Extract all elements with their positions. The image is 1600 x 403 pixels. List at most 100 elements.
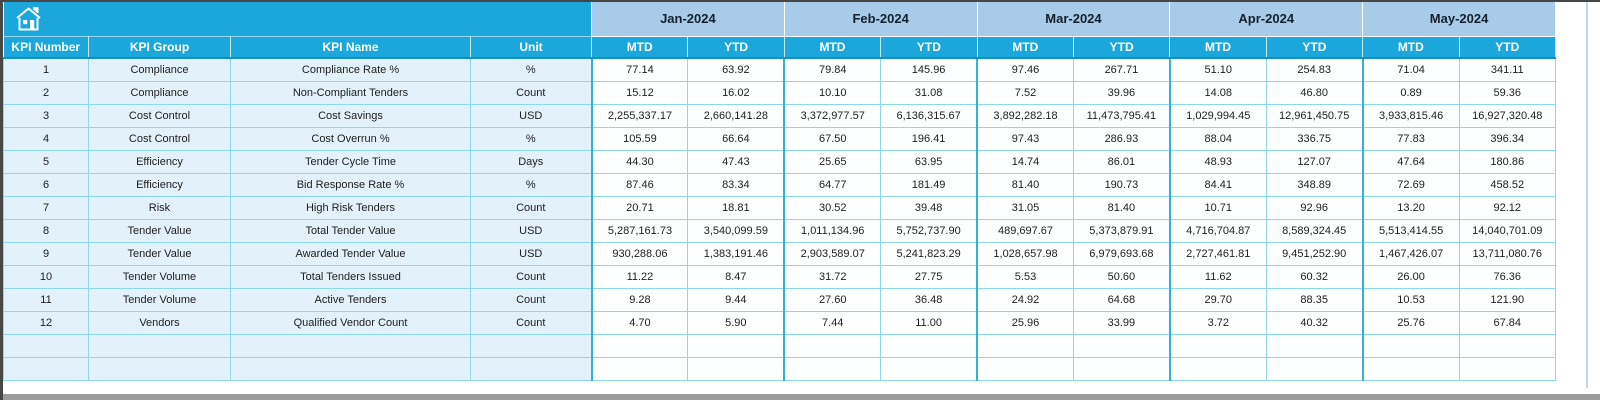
empty-cell[interactable] bbox=[590, 333, 689, 358]
cell-unit[interactable]: USD bbox=[470, 241, 592, 266]
col-header-kpi-number[interactable]: KPI Number bbox=[3, 36, 89, 59]
cell-may-2024-mtd[interactable]: 77.83 bbox=[1361, 126, 1460, 151]
cell-kpi-number[interactable]: 2 bbox=[3, 80, 89, 105]
cell-feb-2024-mtd[interactable]: 79.84 bbox=[783, 57, 882, 82]
cell-apr-2024-mtd[interactable]: 4,716,704.87 bbox=[1168, 218, 1267, 243]
col-header-mar-2024-mtd[interactable]: MTD bbox=[976, 36, 1074, 59]
cell-kpi-name[interactable]: Active Tenders bbox=[230, 287, 471, 312]
col-header-unit[interactable]: Unit bbox=[470, 36, 592, 59]
cell-feb-2024-mtd[interactable]: 25.65 bbox=[783, 149, 882, 174]
cell-apr-2024-ytd[interactable]: 9,451,252.90 bbox=[1265, 241, 1364, 266]
cell-feb-2024-mtd[interactable]: 67.50 bbox=[783, 126, 882, 151]
cell-kpi-name[interactable]: Awarded Tender Value bbox=[230, 241, 471, 266]
cell-kpi-group[interactable]: Risk bbox=[88, 195, 231, 220]
cell-kpi-name[interactable]: Cost Overrun % bbox=[230, 126, 471, 151]
cell-unit[interactable]: Count bbox=[470, 264, 592, 289]
cell-apr-2024-ytd[interactable]: 348.89 bbox=[1265, 172, 1364, 197]
cell-apr-2024-mtd[interactable]: 1,029,994.45 bbox=[1168, 103, 1267, 128]
cell-jan-2024-mtd[interactable]: 5,287,161.73 bbox=[590, 218, 689, 243]
cell-may-2024-ytd[interactable]: 341.11 bbox=[1458, 57, 1557, 82]
cell-unit[interactable]: Days bbox=[470, 149, 592, 174]
col-header-jan-2024-ytd[interactable]: YTD bbox=[687, 36, 785, 59]
cell-apr-2024-mtd[interactable]: 3.72 bbox=[1168, 310, 1267, 335]
cell-jan-2024-ytd[interactable]: 63.92 bbox=[687, 57, 785, 82]
col-header-feb-2024-ytd[interactable]: YTD bbox=[880, 36, 978, 59]
cell-mar-2024-mtd[interactable]: 31.05 bbox=[976, 195, 1074, 220]
cell-unit[interactable]: Count bbox=[470, 287, 592, 312]
empty-cell[interactable] bbox=[1265, 333, 1364, 358]
cell-mar-2024-mtd[interactable]: 1,028,657.98 bbox=[976, 241, 1074, 266]
cell-may-2024-mtd[interactable]: 72.69 bbox=[1361, 172, 1460, 197]
cell-may-2024-ytd[interactable]: 396.34 bbox=[1458, 126, 1557, 151]
col-header-kpi-group[interactable]: KPI Group bbox=[88, 36, 231, 59]
cell-jan-2024-ytd[interactable]: 66.64 bbox=[687, 126, 785, 151]
cell-jan-2024-mtd[interactable]: 2,255,337.17 bbox=[590, 103, 689, 128]
cell-jan-2024-ytd[interactable]: 9.44 bbox=[687, 287, 785, 312]
cell-jan-2024-ytd[interactable]: 83.34 bbox=[687, 172, 785, 197]
cell-unit[interactable]: Count bbox=[470, 80, 592, 105]
month-header-apr-2024[interactable]: Apr-2024 bbox=[1169, 2, 1364, 37]
cell-mar-2024-ytd[interactable]: 267.71 bbox=[1072, 57, 1171, 82]
cell-jan-2024-mtd[interactable]: 44.30 bbox=[590, 149, 689, 174]
cell-kpi-number[interactable]: 6 bbox=[3, 172, 89, 197]
cell-may-2024-ytd[interactable]: 13,711,080.76 bbox=[1458, 241, 1557, 266]
cell-mar-2024-mtd[interactable]: 81.40 bbox=[976, 172, 1074, 197]
cell-may-2024-ytd[interactable]: 76.36 bbox=[1458, 264, 1557, 289]
cell-apr-2024-mtd[interactable]: 11.62 bbox=[1168, 264, 1267, 289]
cell-mar-2024-ytd[interactable]: 190.73 bbox=[1072, 172, 1171, 197]
cell-mar-2024-mtd[interactable]: 14.74 bbox=[976, 149, 1074, 174]
cell-unit[interactable]: USD bbox=[470, 218, 592, 243]
cell-apr-2024-ytd[interactable]: 88.35 bbox=[1265, 287, 1364, 312]
cell-jan-2024-mtd[interactable]: 11.22 bbox=[590, 264, 689, 289]
cell-jan-2024-mtd[interactable]: 87.46 bbox=[590, 172, 689, 197]
col-header-mar-2024-ytd[interactable]: YTD bbox=[1073, 36, 1171, 59]
cell-kpi-group[interactable]: Efficiency bbox=[88, 172, 231, 197]
cell-unit[interactable]: % bbox=[470, 172, 592, 197]
empty-cell[interactable] bbox=[470, 333, 592, 358]
empty-cell[interactable] bbox=[230, 333, 471, 358]
cell-may-2024-ytd[interactable]: 59.36 bbox=[1458, 80, 1557, 105]
month-header-feb-2024[interactable]: Feb-2024 bbox=[784, 2, 978, 37]
cell-feb-2024-mtd[interactable]: 10.10 bbox=[783, 80, 882, 105]
cell-jan-2024-ytd[interactable]: 3,540,099.59 bbox=[687, 218, 785, 243]
empty-cell[interactable] bbox=[1361, 356, 1460, 381]
empty-cell[interactable] bbox=[687, 333, 785, 358]
cell-may-2024-mtd[interactable]: 3,933,815.46 bbox=[1361, 103, 1460, 128]
cell-apr-2024-mtd[interactable]: 84.41 bbox=[1168, 172, 1267, 197]
empty-cell[interactable] bbox=[1458, 356, 1557, 381]
cell-feb-2024-ytd[interactable]: 63.95 bbox=[880, 149, 978, 174]
cell-kpi-number[interactable]: 3 bbox=[3, 103, 89, 128]
cell-jan-2024-mtd[interactable]: 77.14 bbox=[590, 57, 689, 82]
cell-feb-2024-ytd[interactable]: 5,241,823.29 bbox=[880, 241, 978, 266]
cell-jan-2024-ytd[interactable]: 2,660,141.28 bbox=[687, 103, 785, 128]
cell-kpi-number[interactable]: 11 bbox=[3, 287, 89, 312]
cell-kpi-name[interactable]: Compliance Rate % bbox=[230, 57, 471, 82]
cell-may-2024-mtd[interactable]: 10.53 bbox=[1361, 287, 1460, 312]
cell-feb-2024-mtd[interactable]: 7.44 bbox=[783, 310, 882, 335]
cell-apr-2024-ytd[interactable]: 60.32 bbox=[1265, 264, 1364, 289]
cell-jan-2024-mtd[interactable]: 20.71 bbox=[590, 195, 689, 220]
cell-feb-2024-ytd[interactable]: 196.41 bbox=[880, 126, 978, 151]
month-header-mar-2024[interactable]: Mar-2024 bbox=[977, 2, 1171, 37]
cell-jan-2024-mtd[interactable]: 930,288.06 bbox=[590, 241, 689, 266]
cell-kpi-name[interactable]: High Risk Tenders bbox=[230, 195, 471, 220]
cell-may-2024-ytd[interactable]: 92.12 bbox=[1458, 195, 1557, 220]
empty-cell[interactable] bbox=[976, 333, 1074, 358]
cell-feb-2024-mtd[interactable]: 31.72 bbox=[783, 264, 882, 289]
cell-feb-2024-ytd[interactable]: 27.75 bbox=[880, 264, 978, 289]
cell-apr-2024-mtd[interactable]: 51.10 bbox=[1168, 57, 1267, 82]
cell-mar-2024-ytd[interactable]: 33.99 bbox=[1072, 310, 1171, 335]
cell-kpi-group[interactable]: Cost Control bbox=[88, 126, 231, 151]
cell-apr-2024-mtd[interactable]: 14.08 bbox=[1168, 80, 1267, 105]
empty-cell[interactable] bbox=[976, 356, 1074, 381]
col-header-jan-2024-mtd[interactable]: MTD bbox=[590, 36, 689, 59]
cell-kpi-name[interactable]: Non-Compliant Tenders bbox=[230, 80, 471, 105]
empty-cell[interactable] bbox=[1072, 333, 1171, 358]
cell-kpi-number[interactable]: 9 bbox=[3, 241, 89, 266]
cell-kpi-number[interactable]: 7 bbox=[3, 195, 89, 220]
month-header-jan-2024[interactable]: Jan-2024 bbox=[591, 2, 785, 37]
cell-mar-2024-ytd[interactable]: 39.96 bbox=[1072, 80, 1171, 105]
empty-cell[interactable] bbox=[880, 356, 978, 381]
cell-feb-2024-mtd[interactable]: 3,372,977.57 bbox=[783, 103, 882, 128]
empty-cell[interactable] bbox=[1168, 356, 1267, 381]
